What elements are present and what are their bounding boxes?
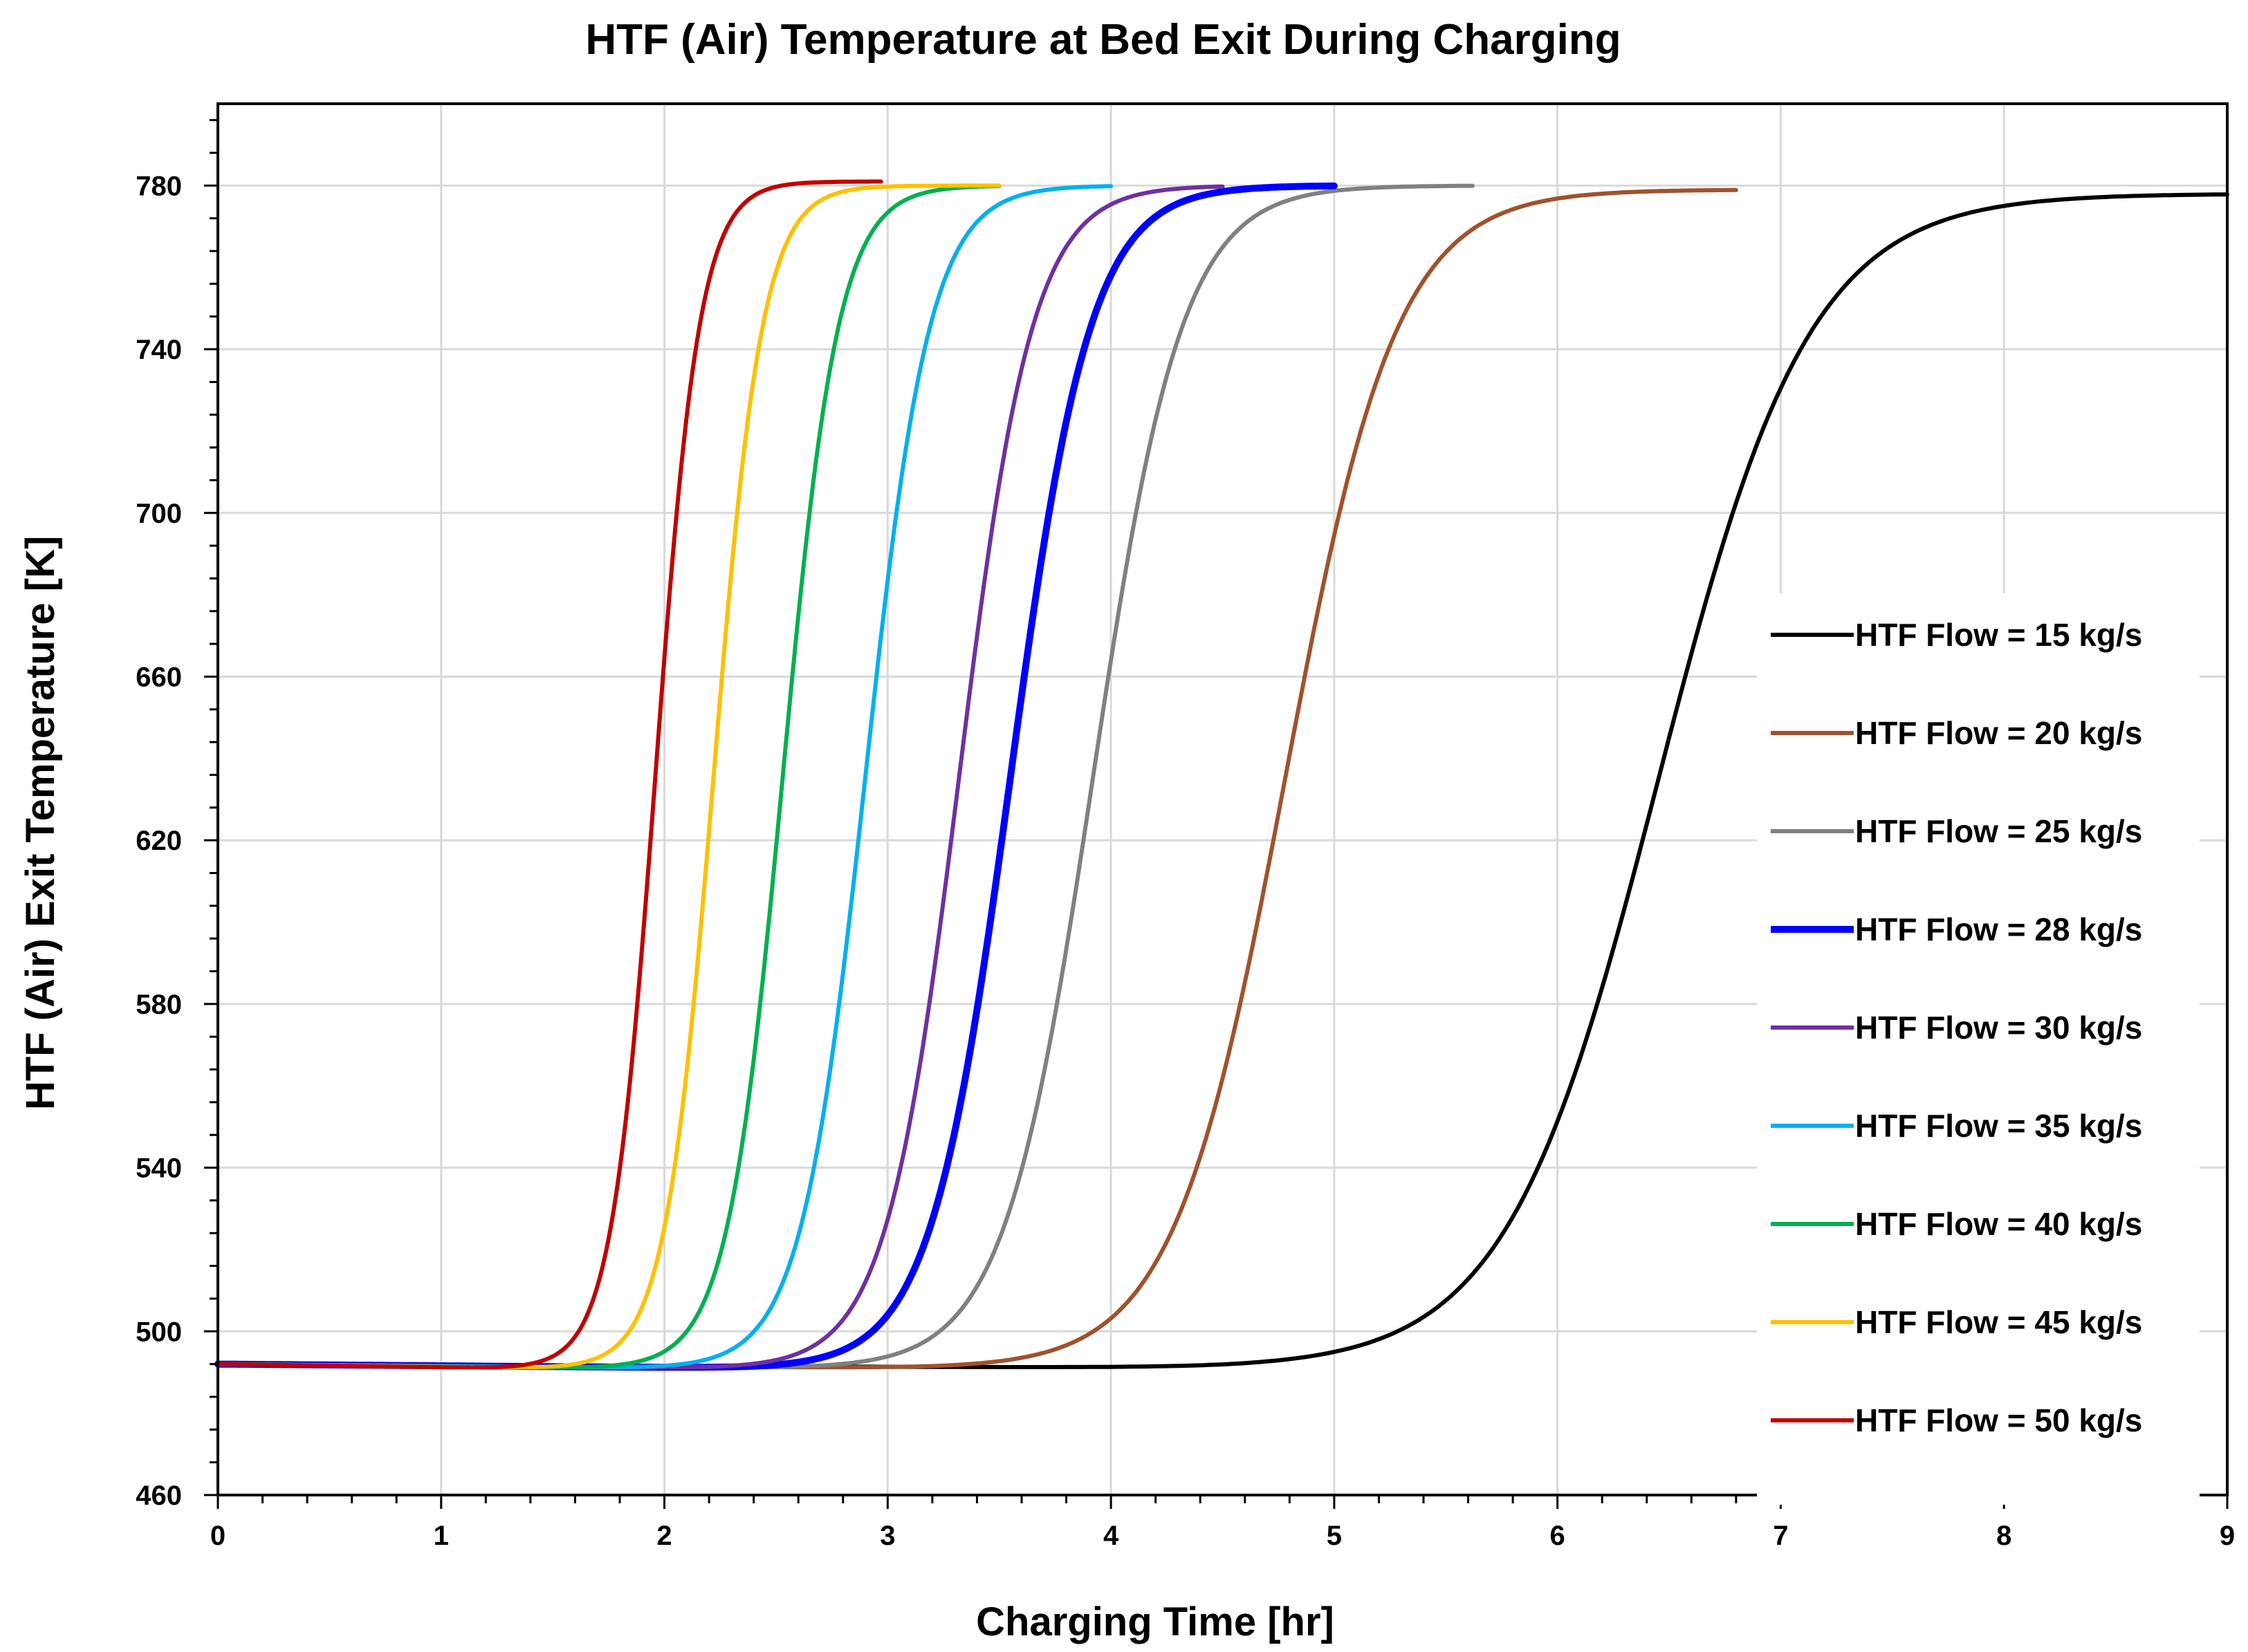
series-line-6 xyxy=(216,184,1002,1370)
legend-label-1: HTF Flow = 20 kg/s xyxy=(1855,715,2142,751)
x-axis-label: Charging Time [hr] xyxy=(976,1599,1334,1644)
legend-background xyxy=(1757,593,2200,1505)
legend-label-5: HTF Flow = 35 kg/s xyxy=(1855,1108,2142,1144)
x-tick-label: 2 xyxy=(656,1521,672,1551)
y-axis-label: HTF (Air) Exit Temperature [K] xyxy=(18,536,63,1110)
series-line-3 xyxy=(214,182,1338,1371)
series-line-1 xyxy=(216,187,1738,1370)
series-line-7 xyxy=(216,183,1002,1370)
legend-label-4: HTF Flow = 30 kg/s xyxy=(1855,1010,2142,1046)
series-lines xyxy=(214,179,2229,1371)
x-tick-label: 3 xyxy=(880,1521,895,1551)
chart-title: HTF (Air) Temperature at Bed Exit During… xyxy=(585,16,1621,64)
legend-label-2: HTF Flow = 25 kg/s xyxy=(1855,813,2142,849)
y-tick-label: 660 xyxy=(136,662,182,692)
y-tick-label: 780 xyxy=(136,171,182,201)
y-tick-label: 740 xyxy=(136,335,182,365)
y-tick-label: 620 xyxy=(136,826,182,856)
legend: HTF Flow = 15 kg/s HTF Flow = 20 kg/s HTF … xyxy=(1771,617,2142,1438)
y-tick-label: 500 xyxy=(136,1317,182,1347)
series-line-4 xyxy=(216,184,1225,1370)
legend-label-3: HTF Flow = 28 kg/s xyxy=(1855,911,2142,947)
y-tick-label: 700 xyxy=(136,499,182,529)
legend-label-6: HTF Flow = 40 kg/s xyxy=(1855,1206,2142,1242)
tick-labels: 0 1 2 3 4 5 6 7 8 9 460 500 540 580 620 660 700 740 780 xyxy=(136,171,2235,1551)
axes xyxy=(204,119,2229,1509)
x-tick-label: 7 xyxy=(1773,1521,1788,1551)
x-tick-label: 5 xyxy=(1327,1521,1342,1551)
y-tick-label: 580 xyxy=(136,990,182,1020)
plot-frame xyxy=(216,102,2229,1496)
x-tick-label: 1 xyxy=(434,1521,449,1551)
legend-label-0: HTF Flow = 15 kg/s xyxy=(1855,617,2142,653)
series-line-8 xyxy=(216,179,883,1370)
x-tick-label: 6 xyxy=(1550,1521,1565,1551)
x-tick-label: 4 xyxy=(1103,1521,1119,1551)
y-tick-label: 460 xyxy=(136,1481,182,1511)
y-tick-label: 540 xyxy=(136,1153,182,1184)
legend-label-8: HTF Flow = 50 kg/s xyxy=(1855,1402,2142,1438)
x-tick-label: 0 xyxy=(210,1521,225,1551)
x-tick-label: 9 xyxy=(2220,1521,2235,1551)
legend-label-7: HTF Flow = 45 kg/s xyxy=(1855,1304,2142,1340)
x-tick-label: 8 xyxy=(1996,1521,2011,1551)
